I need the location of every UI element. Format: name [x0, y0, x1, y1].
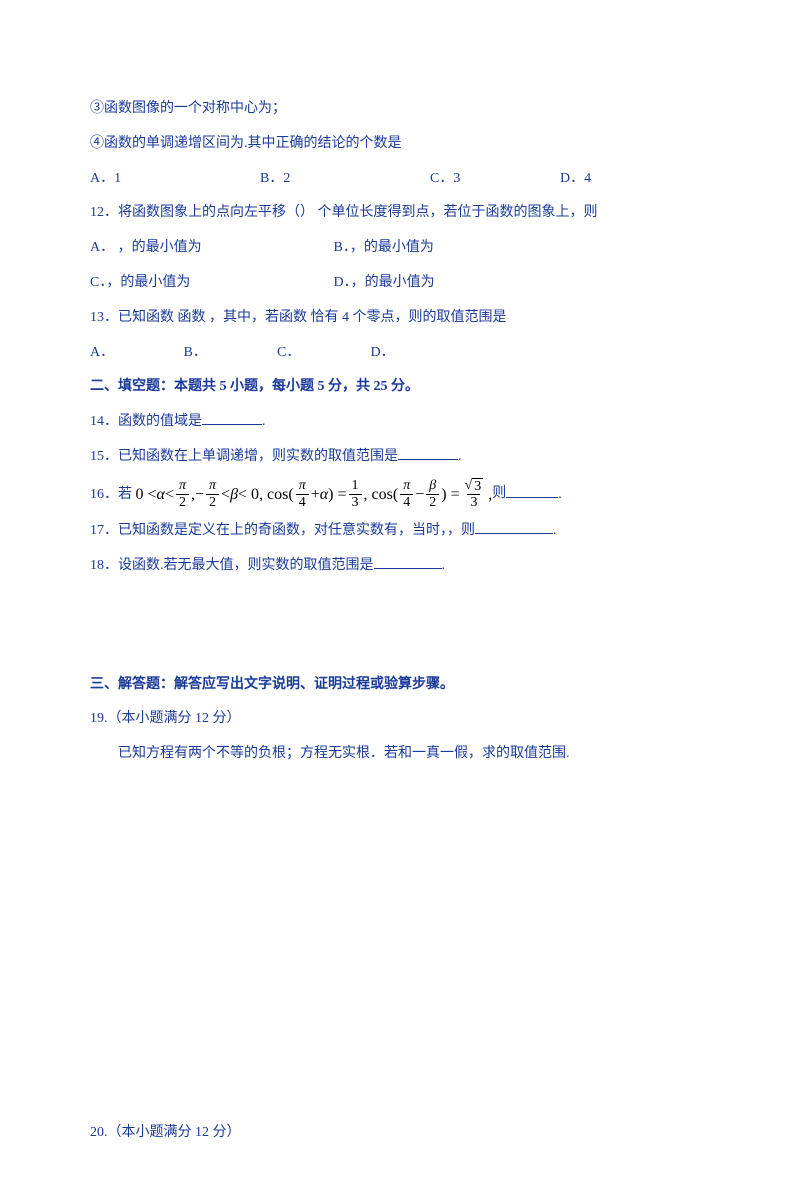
q13-stem: 13．已知函数 函数 ，其中，若函数 恰有 4 个零点，则的取值范围是: [90, 303, 710, 334]
q20-title: 20.（本小题满分 12 分）: [90, 1118, 710, 1149]
statement-4: ④函数的单调递增区间为.其中正确的结论的个数是: [90, 129, 710, 160]
q12-stem: 12．将函数图象上的点向左平移（） 个单位长度得到点，若位于函数的图象上，则: [90, 198, 710, 229]
q15-pre: 15．已知函数在上单调递增，则实数的取值范围是: [90, 449, 398, 464]
q13-choice-c: C．: [277, 338, 367, 369]
q15-post: .: [458, 449, 462, 464]
q15: 15．已知函数在上单调递增，则实数的取值范围是.: [90, 442, 710, 473]
q11-choices: A．1 B．2 C．3 D．4: [90, 164, 710, 195]
q12-choice-c: C．，的最小值为: [90, 268, 330, 299]
q12-choice-a: A． ，的最小值为: [90, 233, 330, 264]
q12-row1: A． ，的最小值为 B．，的最小值为: [90, 233, 710, 264]
q17-blank: [475, 519, 553, 534]
q13-choice-a: A．: [90, 338, 180, 369]
q19-body: 已知方程有两个不等的负根；方程无实根．若和一真一假，求的取值范围.: [90, 739, 710, 770]
section-2-heading: 二、填空题：本题共 5 小题，每小题 5 分，共 25 分。: [90, 372, 710, 403]
q18-blank: [374, 554, 442, 569]
q13-choice-d: D．: [371, 345, 395, 360]
q13-choices: A． B． C． D．: [90, 338, 710, 369]
q18-pre: 18．设函数.若无最大值，则实数的取值范围是: [90, 558, 374, 573]
q13-choice-b: B．: [184, 338, 274, 369]
q12-row2: C．，的最小值为 D．，的最小值为: [90, 268, 710, 299]
q19-title: 19.（本小题满分 12 分）: [90, 704, 710, 735]
q11-choice-d: D．4: [560, 164, 660, 195]
q11-choice-a: A．1: [90, 164, 260, 195]
q16-pre: 16．若: [90, 487, 132, 502]
q16-formula: 0 < α < π2 , − π2 < β < 0, cos( π4 + α )…: [136, 477, 507, 512]
q14-pre: 14．函数的值域是: [90, 414, 202, 429]
section-3-heading: 三、解答题：解答应写出文字说明、证明过程或验算步骤。: [90, 670, 710, 701]
q18-post: .: [442, 558, 446, 573]
q14: 14．函数的值域是.: [90, 407, 710, 438]
q11-choice-b: B．2: [260, 164, 430, 195]
q16-blank: [506, 483, 558, 498]
q12-choice-d: D．，的最小值为: [334, 275, 435, 290]
q14-blank: [202, 410, 262, 425]
q15-blank: [398, 445, 458, 460]
q11-choice-c: C．3: [430, 164, 560, 195]
q17-pre: 17．已知函数是定义在上的奇函数，对任意实数有，当时，，则: [90, 523, 475, 538]
q16-post: .: [558, 487, 562, 502]
statement-3: ③函数图像的一个对称中心为；: [90, 94, 710, 125]
q12-choice-b: B．，的最小值为: [334, 240, 434, 255]
q18: 18．设函数.若无最大值，则实数的取值范围是.: [90, 551, 710, 582]
q17: 17．已知函数是定义在上的奇函数，对任意实数有，当时，，则.: [90, 516, 710, 547]
q16: 16．若 0 < α < π2 , − π2 < β < 0, cos( π4 …: [90, 477, 710, 512]
q14-post: .: [262, 414, 266, 429]
q17-post: .: [553, 523, 557, 538]
